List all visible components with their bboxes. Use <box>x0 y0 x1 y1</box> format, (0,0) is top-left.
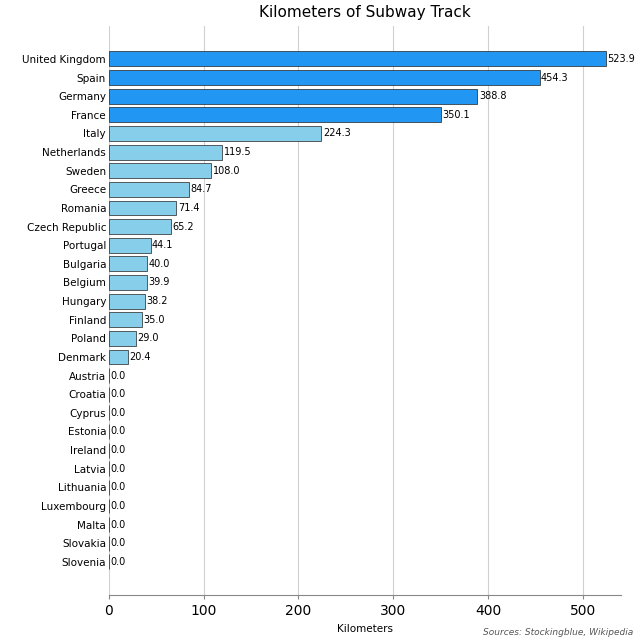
Bar <box>109 219 171 234</box>
Bar <box>109 257 147 271</box>
Text: 71.4: 71.4 <box>178 203 200 213</box>
Text: 65.2: 65.2 <box>172 221 194 232</box>
Text: 44.1: 44.1 <box>152 240 173 250</box>
Text: Sources: Stockingblue, Wikipedia: Sources: Stockingblue, Wikipedia <box>483 628 634 637</box>
Text: 350.1: 350.1 <box>442 110 470 120</box>
Bar <box>109 349 128 364</box>
Bar <box>109 294 145 308</box>
Bar <box>109 70 540 85</box>
Text: 35.0: 35.0 <box>143 315 165 324</box>
Text: 0.0: 0.0 <box>110 445 125 455</box>
Text: 0.0: 0.0 <box>110 501 125 511</box>
Text: 454.3: 454.3 <box>541 72 568 83</box>
Bar <box>109 145 222 159</box>
Text: 119.5: 119.5 <box>223 147 251 157</box>
Text: 0.0: 0.0 <box>110 389 125 399</box>
Text: 388.8: 388.8 <box>479 91 506 101</box>
Bar <box>109 126 321 141</box>
Text: 0.0: 0.0 <box>110 557 125 567</box>
Text: 84.7: 84.7 <box>191 184 212 195</box>
Text: 0.0: 0.0 <box>110 483 125 492</box>
Text: 0.0: 0.0 <box>110 408 125 418</box>
Text: 108.0: 108.0 <box>212 166 240 176</box>
Bar <box>109 163 211 178</box>
Bar <box>109 331 136 346</box>
Text: 0.0: 0.0 <box>110 464 125 474</box>
Title: Kilometers of Subway Track: Kilometers of Subway Track <box>259 5 470 20</box>
Text: 0.0: 0.0 <box>110 371 125 381</box>
X-axis label: Kilometers: Kilometers <box>337 624 393 634</box>
Text: 224.3: 224.3 <box>323 129 351 138</box>
Bar <box>109 89 477 104</box>
Text: 0.0: 0.0 <box>110 426 125 436</box>
Bar <box>109 237 150 253</box>
Text: 0.0: 0.0 <box>110 538 125 548</box>
Bar <box>109 108 441 122</box>
Bar <box>109 275 147 290</box>
Bar <box>109 51 605 67</box>
Text: 39.9: 39.9 <box>148 278 170 287</box>
Bar <box>109 182 189 196</box>
Bar <box>109 200 177 216</box>
Text: 523.9: 523.9 <box>607 54 635 64</box>
Text: 38.2: 38.2 <box>147 296 168 306</box>
Text: 29.0: 29.0 <box>138 333 159 343</box>
Bar <box>109 312 142 327</box>
Text: 20.4: 20.4 <box>129 352 151 362</box>
Text: 40.0: 40.0 <box>148 259 170 269</box>
Text: 0.0: 0.0 <box>110 520 125 530</box>
